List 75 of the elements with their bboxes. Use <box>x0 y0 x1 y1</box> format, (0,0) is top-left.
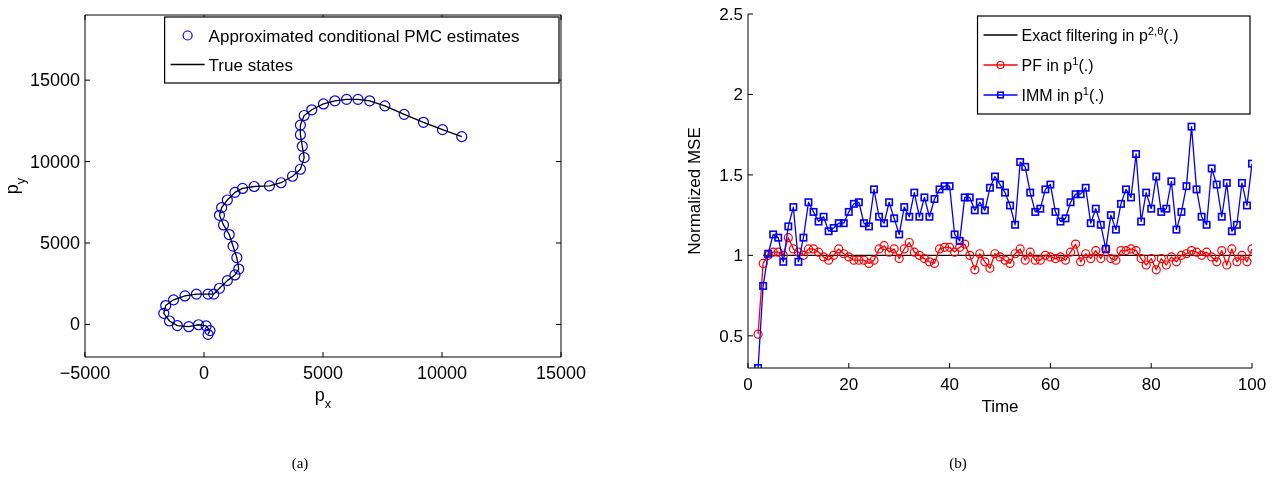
text: (a) <box>291 455 309 472</box>
y-axis-title: Normalized MSE <box>685 127 704 255</box>
text: (b) <box>949 455 967 472</box>
point <box>231 252 243 264</box>
point <box>221 194 233 206</box>
point <box>296 140 308 152</box>
y-tick-label: 5000 <box>39 233 80 253</box>
point <box>306 104 318 116</box>
point <box>352 93 364 105</box>
point <box>364 95 376 107</box>
x-tick-label: 15000 <box>535 363 587 383</box>
point <box>263 180 276 192</box>
x-axis-title: p$_{x}$ <box>314 385 332 411</box>
point <box>167 294 180 306</box>
point <box>179 290 191 302</box>
y-tick-label: 2.5 <box>719 5 743 24</box>
point <box>183 321 195 333</box>
point <box>233 263 245 275</box>
y-tick-label: 2 <box>733 85 743 105</box>
y-tick-label: 15000 <box>29 70 80 91</box>
point <box>286 170 299 182</box>
point <box>298 109 310 122</box>
point <box>217 219 230 231</box>
point <box>190 288 202 300</box>
point <box>200 320 212 332</box>
point <box>340 93 353 105</box>
point <box>208 288 220 300</box>
x-tick-label: 100 <box>1237 375 1267 394</box>
point <box>202 288 214 300</box>
x-tick-label: 60 <box>1040 375 1060 394</box>
y-tick-label: 0.5 <box>719 326 743 346</box>
point <box>436 124 449 136</box>
point <box>171 319 183 332</box>
x-tick-label: 20 <box>839 375 859 394</box>
point <box>229 269 241 281</box>
point <box>160 299 172 312</box>
legend-label: True states <box>208 55 294 75</box>
point <box>329 95 341 107</box>
point <box>236 182 249 195</box>
point <box>248 180 260 193</box>
y-tick-label: 1 <box>733 246 743 266</box>
point <box>294 129 306 141</box>
point <box>227 240 239 252</box>
legend-label: Exact filtering in p$^{2,θ}$(.) <box>1021 24 1179 44</box>
point <box>456 131 468 143</box>
point <box>229 186 241 198</box>
y-tick-label: 0 <box>69 314 80 335</box>
point <box>213 282 226 294</box>
point <box>221 275 233 287</box>
x-tick-label: 0 <box>198 363 210 383</box>
legend-label: PF in p$^{1}$(.) <box>1021 54 1094 74</box>
legend-label: IMM in p$^{1}$(.) <box>1021 84 1105 104</box>
point <box>298 152 310 164</box>
x-tick-label: −5000 <box>59 363 111 383</box>
legend-label: Approximated conditional PMC estimates <box>208 26 520 46</box>
point <box>223 228 235 241</box>
point <box>216 202 228 214</box>
x-tick-label: 5000 <box>302 363 344 383</box>
x-axis-title: Time <box>981 397 1019 416</box>
point <box>379 100 391 112</box>
point <box>294 119 306 131</box>
point <box>317 98 330 110</box>
y-tick-label: 10000 <box>29 151 80 172</box>
point <box>213 209 226 221</box>
x-tick-label: 40 <box>940 375 960 394</box>
x-tick-label: 80 <box>1141 375 1161 394</box>
y-tick-label: 1.5 <box>719 165 743 185</box>
point <box>163 315 176 327</box>
point <box>192 319 205 331</box>
point <box>398 108 410 120</box>
point <box>275 177 287 189</box>
point <box>417 116 430 128</box>
point <box>158 307 170 319</box>
point <box>294 163 306 175</box>
x-tick-label: 10000 <box>416 363 468 383</box>
